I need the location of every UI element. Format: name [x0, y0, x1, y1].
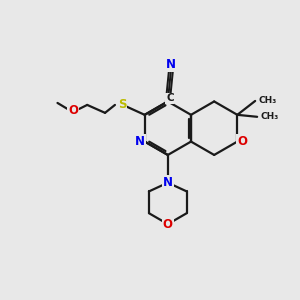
Text: S: S	[118, 98, 126, 111]
Text: N: N	[163, 176, 173, 189]
Text: N: N	[135, 135, 145, 148]
Text: CH₃: CH₃	[260, 112, 278, 121]
Text: O: O	[163, 218, 173, 231]
Text: CH₃: CH₃	[258, 97, 276, 106]
Text: O: O	[68, 104, 78, 117]
Text: O: O	[237, 135, 247, 148]
Text: C: C	[166, 94, 174, 103]
Text: N: N	[166, 58, 176, 71]
